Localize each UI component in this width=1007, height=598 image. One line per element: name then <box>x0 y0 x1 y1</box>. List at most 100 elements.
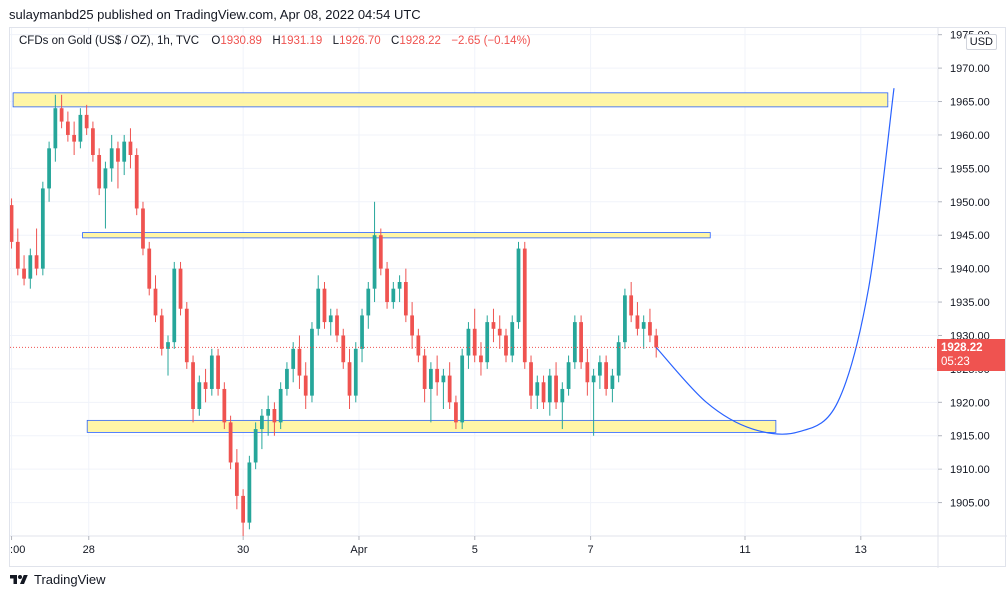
candle-body <box>597 362 602 376</box>
legend-close-value: 1928.22 <box>399 35 441 47</box>
candle-body <box>522 248 527 363</box>
candle-body <box>84 114 89 129</box>
y-tick-label: 1960.00 <box>950 130 990 142</box>
candle-body <box>34 255 39 269</box>
candle-body <box>629 295 634 316</box>
y-tick-label: 1915.00 <box>950 431 990 443</box>
candle-body <box>616 342 621 376</box>
candle-body <box>222 388 227 423</box>
candle-body <box>429 368 433 389</box>
time-axis: 12:00 28 30 Apr 5 7 11 13 <box>10 536 867 556</box>
candle-body <box>228 422 233 463</box>
legend-high-label: H <box>272 35 281 47</box>
candle-body <box>65 121 70 135</box>
last-price-tag: 1928.22 05:23 <box>937 339 1005 371</box>
last-price-value: 1928.22 <box>941 342 983 354</box>
x-tick-label: 5 <box>472 544 478 556</box>
candle-body <box>491 322 496 329</box>
candle-body <box>335 315 339 336</box>
candle-body <box>10 205 14 242</box>
candle-body <box>172 268 177 343</box>
candle-body <box>197 382 202 409</box>
candle-body <box>153 288 158 316</box>
x-tick-label: 30 <box>237 544 249 556</box>
price-chart[interactable]: 1905.001910.001915.001920.001925.001930.… <box>10 28 1007 568</box>
candle-body <box>141 208 145 249</box>
candle-body <box>479 355 483 363</box>
currency-badge[interactable]: USD <box>965 34 997 50</box>
candle-body <box>203 382 208 389</box>
candle-body <box>641 322 646 329</box>
publish-info: sulaymanbd25 published on TradingView.co… <box>9 7 421 22</box>
candle-body <box>266 409 271 416</box>
y-tick-label: 1935.00 <box>950 297 990 309</box>
candle-body <box>53 108 58 149</box>
candle-body <box>341 335 346 363</box>
y-tick-label: 1920.00 <box>950 397 990 409</box>
candle-body <box>247 462 252 523</box>
candle-body <box>91 128 95 155</box>
chart-panel[interactable]: 1905.001910.001915.001920.001925.001930.… <box>9 27 1007 568</box>
candle-body <box>541 382 546 403</box>
candle-body <box>529 362 533 396</box>
candle-body <box>97 155 102 189</box>
candle-body <box>472 328 477 356</box>
legend-symbol: CFDs on Gold (US$ / OZ), 1h, TVC <box>19 35 200 47</box>
candle-body <box>103 168 108 189</box>
x-tick-label: 11 <box>739 544 750 556</box>
y-tick-label: 1940.00 <box>950 264 990 276</box>
candle-body <box>435 368 440 383</box>
candle-body <box>322 288 327 323</box>
x-tick-label: 12:00 <box>10 544 25 556</box>
price-zone <box>12 92 889 108</box>
candle-body <box>360 315 364 349</box>
candle-body <box>547 375 552 403</box>
candle-body <box>122 141 127 162</box>
candle-body <box>378 235 383 269</box>
candle-body <box>372 235 377 289</box>
candle-body <box>497 328 502 336</box>
candle-body <box>410 315 414 336</box>
y-tick-label: 1950.00 <box>950 197 990 209</box>
candle-body <box>397 282 402 289</box>
candle-body <box>128 141 133 155</box>
candlestick-series <box>10 94 659 536</box>
projection-curve <box>655 88 895 435</box>
price-zone <box>86 419 777 433</box>
y-tick-label: 1955.00 <box>950 163 990 175</box>
candle-body <box>635 315 640 329</box>
candle-body <box>654 335 659 348</box>
candle-body <box>347 362 352 396</box>
candle-body <box>59 108 64 122</box>
bar-countdown: 05:23 <box>941 356 970 368</box>
candle-body <box>191 362 195 409</box>
legend-open-label: O <box>211 35 221 47</box>
candle-body <box>285 368 289 389</box>
x-tick-label: 28 <box>83 544 95 556</box>
legend-low-label: L <box>332 35 340 47</box>
candle-body <box>328 315 333 323</box>
candle-body <box>560 388 565 403</box>
candle-body <box>353 348 358 396</box>
candle-body <box>403 282 408 316</box>
support-resistance-zones <box>12 92 889 433</box>
legend-low-value: 1926.70 <box>339 35 381 47</box>
y-tick-label: 1945.00 <box>950 230 990 242</box>
candle-body <box>22 268 26 279</box>
candle-body <box>278 388 283 423</box>
brand-name: TradingView <box>34 572 106 587</box>
candle-body <box>253 429 258 463</box>
candle-body <box>485 322 490 363</box>
candle-body <box>316 288 321 329</box>
tradingview-logo-icon <box>10 574 28 584</box>
legend-high-value: 1931.19 <box>280 35 323 47</box>
tradingview-brand[interactable]: TradingView <box>9 572 106 587</box>
y-tick-label: 1905.00 <box>950 498 990 510</box>
y-tick-label: 1965.00 <box>950 97 990 109</box>
y-tick-label: 1910.00 <box>950 464 990 476</box>
candle-body <box>566 362 571 389</box>
candle-body <box>416 335 421 356</box>
candle-body <box>216 355 220 389</box>
candle-body <box>422 355 427 389</box>
candle-body <box>391 288 396 303</box>
